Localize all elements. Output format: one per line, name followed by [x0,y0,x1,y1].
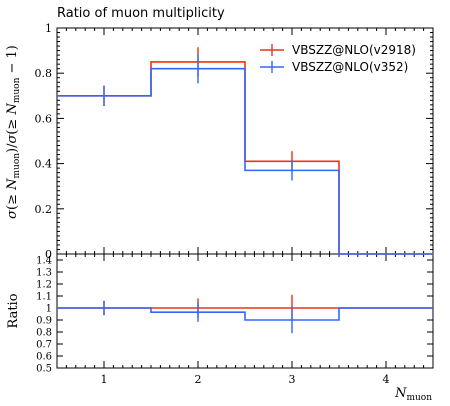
ratio-y-tick-label: 1.2 [36,280,52,291]
series-2-legend-label: VBSZZ@NLO(v352) [292,60,408,74]
x-tick-label: 4 [383,373,390,386]
ratio-series-layer [57,295,433,333]
series-2-ratio-line [57,308,433,320]
y-tick-label: 0.2 [35,203,53,216]
main-axis-ticks: 00.20.40.60.81 [35,22,434,261]
series-1-legend-label: VBSZZ@NLO(v2918) [292,43,416,57]
y-axis-label: σ(≥ Nmuon)/σ(≥ Nmuon − 1) [5,45,22,219]
main-series-layer [57,47,433,254]
ratio-axis-ticks: 0.50.60.70.80.911.11.21.31.4 [36,254,433,375]
ratio-y-tick-label: 1 [46,304,52,315]
ratio-y-tick-label: 1.4 [36,256,52,267]
ratio-y-tick-label: 1.3 [36,268,52,279]
x-axis-label: Nmuon [394,386,432,403]
y-tick-label: 0.4 [35,158,53,171]
ratio-y-tick-label: 0.7 [36,340,52,351]
y-tick-label: 1 [45,22,52,35]
ratio-y-tick-label: 1.1 [36,292,52,303]
x-tick-labels: 1 2 3 4 [101,373,390,386]
ratio-plot-frame [57,254,433,368]
ratio-y-tick-label: 0.6 [36,352,52,363]
y-tick-label: 0.8 [35,67,53,80]
chart-title: Ratio of muon multiplicity [57,6,225,21]
ratio-y-axis-label: Ratio [6,293,21,328]
ratio-y-tick-label: 0.5 [36,364,52,375]
ratio-y-tick-label: 0.9 [36,316,52,327]
legend: VBSZZ@NLO(v2918) VBSZZ@NLO(v352) [260,43,416,74]
y-tick-label: 0.6 [35,112,53,125]
ratio-y-tick-label: 0.8 [36,328,52,339]
x-tick-label: 1 [101,373,108,386]
x-tick-label: 3 [289,373,296,386]
series-2-line [57,69,433,254]
x-tick-label: 2 [195,373,202,386]
